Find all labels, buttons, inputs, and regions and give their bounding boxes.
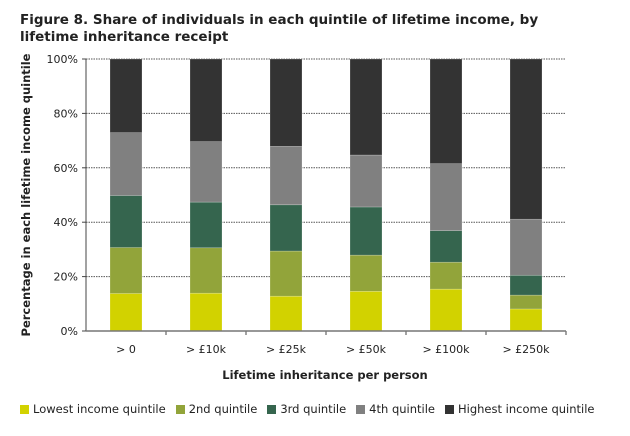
legend-label: Highest income quintile: [458, 402, 595, 416]
bar-segment: [509, 294, 543, 310]
legend-label: 3rd quintile: [280, 402, 347, 416]
y-tick-label: 80%: [54, 107, 78, 120]
legend-item: Lowest income quintile: [20, 402, 166, 416]
bar-segment: [109, 195, 143, 248]
legend-item: 4th quintile: [356, 402, 435, 416]
bar-segment: [269, 250, 303, 297]
bar-segment: [429, 230, 463, 263]
y-tick-label: 100%: [47, 53, 78, 66]
gridlines: [86, 58, 566, 278]
legend: Lowest income quintile 2nd quintile 3rd qu…: [20, 402, 594, 416]
y-tick-label: 40%: [54, 216, 78, 229]
x-axis-label: Lifetime inheritance per person: [222, 368, 427, 382]
y-axis-label: Percentage in each lifetime income quint…: [19, 53, 33, 336]
bar-segment: [269, 58, 303, 147]
bar-segment: [349, 206, 383, 256]
legend-item: 2nd quintile: [175, 402, 258, 416]
axes: 0% 20% 40% 60% 80% 100% > 0 > £10k > £25k > £50k >…: [47, 53, 567, 356]
bar-segment: [109, 293, 143, 332]
x-tick-label: > £10k: [186, 343, 227, 356]
legend-swatch: [356, 404, 366, 414]
legend-swatch: [175, 404, 185, 414]
bar-segment: [109, 132, 143, 196]
legend-swatch: [20, 404, 29, 414]
y-tick-label: 0%: [61, 325, 78, 338]
legend-label: 2nd quintile: [188, 402, 258, 416]
bar-segment: [509, 308, 543, 332]
bar-segment: [269, 204, 303, 252]
bar-segment: [429, 58, 463, 165]
bar-segment: [509, 218, 543, 276]
bar-segment: [189, 141, 223, 203]
y-tick-label: 60%: [54, 162, 78, 175]
legend-label: Lowest income quintile: [33, 402, 166, 416]
x-tick-label: > £100k: [422, 343, 470, 356]
bar-segment: [429, 261, 463, 290]
chart-title: Figure 8. Share of individuals in each q…: [20, 12, 539, 45]
bars: [109, 58, 543, 332]
bar-segment: [109, 247, 143, 294]
bar-segment: [509, 58, 543, 220]
bar-segment: [189, 201, 223, 249]
legend-item: 3rd quintile: [267, 402, 346, 416]
x-tick-label: > £250k: [502, 343, 550, 356]
legend-swatch: [445, 404, 454, 414]
bar-segment: [429, 288, 463, 332]
bar-segment: [429, 163, 463, 231]
y-tick-label: 20%: [54, 271, 78, 284]
bar-segment: [349, 254, 383, 292]
x-tick-label: > £50k: [346, 343, 387, 356]
bar-segment: [189, 58, 223, 142]
bar-segment: [189, 247, 223, 294]
bar-segment: [269, 146, 303, 206]
bar-segment: [349, 290, 383, 332]
bar-segment: [349, 58, 383, 156]
x-tick-label: > £25k: [266, 343, 307, 356]
legend-item: Highest income quintile: [445, 402, 594, 416]
bar-segment: [269, 295, 303, 332]
legend-swatch: [267, 404, 277, 414]
legend-label: 4th quintile: [369, 402, 435, 416]
bar-segment: [109, 58, 143, 134]
bar-segment: [509, 274, 543, 296]
bar-segment: [189, 292, 223, 332]
bar-segment: [349, 154, 383, 208]
x-tick-label: > 0: [116, 343, 136, 356]
